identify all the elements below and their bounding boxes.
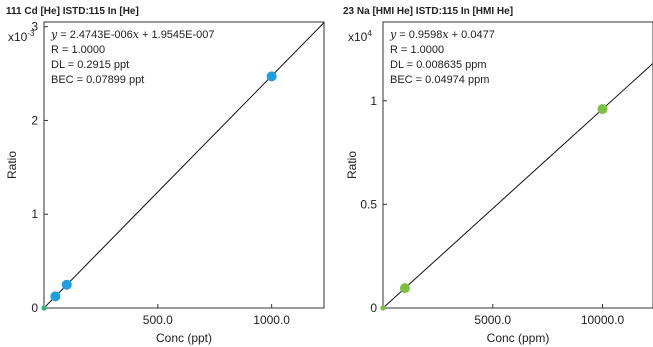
data-point: [597, 104, 608, 115]
stat-dl: DL = 0.2915 ppt: [51, 59, 129, 71]
eq-suffix: + 1.9545E-007: [139, 29, 215, 41]
eq-suffix: + 0.0477: [449, 29, 495, 41]
data-point: [399, 283, 410, 294]
chart-marks: 5000.0 10000.0 0 0.5 1: [360, 62, 653, 327]
y-axis-label: Ratio: [345, 151, 359, 179]
scale-exponent: -3: [27, 29, 35, 38]
cd-calibration-panel: 111 Cd [He] ISTD:115 In [He] x10-3 y = 2…: [5, 6, 325, 345]
y-tick-label: 1: [31, 207, 38, 221]
regression-equation: y = 0.9598x + 0.0477: [389, 28, 495, 41]
x-tick-label: 5000.0: [474, 313, 511, 327]
regression-line: [382, 62, 653, 309]
data-point: [380, 305, 386, 311]
data-point: [266, 71, 277, 82]
panel-title: 23 Na [HMI He] ISTD:115 In [HMI He]: [343, 6, 513, 17]
scale-text: x10: [348, 30, 368, 44]
y-scale-factor: x10-3: [8, 29, 35, 44]
regression-line: [43, 22, 325, 309]
y-axis-label: Ratio: [5, 151, 19, 179]
y-tick-label: 0: [370, 301, 377, 315]
x-axis-label: Conc (ppm): [487, 331, 550, 345]
eq-lhs: y: [50, 28, 58, 41]
regression-equation: y = 2.4743E-006x + 1.9545E-007: [50, 28, 215, 41]
y-tick-label: 0: [31, 301, 38, 315]
y-tick-label: 0.5: [360, 197, 377, 211]
eq-lhs: y: [389, 28, 397, 41]
eq-prefix: = 2.4743E-006: [57, 29, 133, 41]
data-point: [61, 279, 72, 290]
stat-bec: BEC = 0.07899 ppt: [51, 74, 144, 86]
panel-title: 111 Cd [He] ISTD:115 In [He]: [6, 6, 139, 17]
scale-exponent: 4: [367, 29, 372, 38]
plot-frame: [43, 21, 325, 309]
x-axis-label: Conc (ppt): [156, 331, 212, 345]
scale-text: x10: [8, 30, 28, 44]
data-point: [50, 291, 61, 302]
y-tick-label: 2: [31, 113, 38, 127]
data-point: [41, 305, 47, 311]
y-tick-label: 1: [370, 94, 377, 108]
stat-r: R = 1.0000: [390, 44, 444, 56]
eq-var: x: [442, 28, 449, 41]
eq-var: x: [133, 28, 140, 41]
chart-marks: 500.0 1000.0 0 1 2 3: [31, 20, 325, 327]
x-tick-label: 500.0: [143, 313, 173, 327]
plot-frame: [382, 21, 653, 309]
y-tick-label: 3: [31, 20, 38, 34]
stat-bec: BEC = 0.04974 ppm: [390, 74, 489, 86]
stat-dl: DL = 0.008635 ppm: [390, 59, 487, 71]
stat-r: R = 1.0000: [51, 44, 105, 56]
na-calibration-panel: 23 Na [HMI He] ISTD:115 In [HMI He] x104…: [343, 6, 653, 345]
eq-prefix: = 0.9598: [396, 29, 442, 41]
x-tick-label: 1000.0: [253, 313, 290, 327]
x-tick-label: 10000.0: [581, 313, 625, 327]
y-scale-factor: x104: [348, 29, 372, 44]
